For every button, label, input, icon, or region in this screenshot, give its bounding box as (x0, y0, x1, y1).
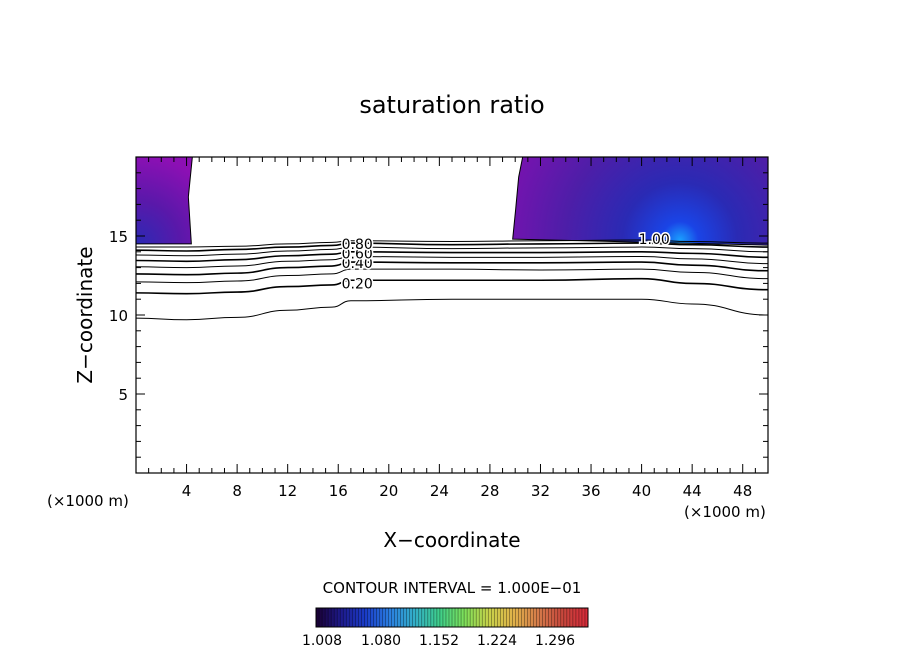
chart-title: saturation ratio (359, 91, 544, 119)
y-axis-label: Z−coordinate (73, 246, 97, 383)
contour-labels: 0.20 0.400.600.80 1.00 (340, 231, 671, 294)
colorbar-tick-label: 1.080 (361, 633, 401, 649)
contour-interval-text: CONTOUR INTERVAL = 1.000E−01 (323, 579, 582, 597)
y-tick-label: 15 (109, 228, 128, 246)
y-tick-label: 10 (109, 307, 128, 325)
colorbar-tick-label: 1.152 (419, 633, 459, 649)
x-tick-label: 8 (232, 482, 242, 500)
x-tick-label: 40 (632, 482, 651, 500)
x-tick-label: 20 (379, 482, 398, 500)
contour-line (136, 256, 768, 269)
contour-lines (136, 239, 768, 321)
shaded-region-left (136, 157, 193, 245)
shaded-region-right (512, 157, 768, 246)
x-unit-label: (×1000 m) (684, 503, 766, 521)
colorbar-tick-label: 1.296 (535, 633, 575, 649)
x-axis-label: X−coordinate (383, 528, 520, 552)
contour-line (136, 298, 768, 321)
contour-label: 1.00 (639, 232, 670, 248)
contour-label: 0.60 (342, 246, 373, 262)
z-unit-label: (×1000 m) (47, 492, 129, 510)
y-tick-label: 5 (118, 386, 128, 404)
x-tick-label: 28 (480, 482, 499, 500)
x-tick-label: 16 (329, 482, 348, 500)
x-tick-label: 48 (733, 482, 752, 500)
colorbar: 1.008 1.080 1.152 1.224 1.296 (302, 607, 589, 649)
contour-line (136, 261, 768, 276)
x-tick-label: 44 (683, 482, 702, 500)
contour-line (136, 242, 768, 252)
x-tick-label: 32 (531, 482, 550, 500)
x-tick-label: 24 (430, 482, 449, 500)
colorbar-tick-label: 1.008 (302, 633, 342, 649)
shaded-regions (136, 157, 768, 246)
contour-line (136, 250, 768, 263)
x-tick-label: 4 (182, 482, 192, 500)
contour-label: 0.80 (342, 237, 373, 253)
contour-label: 0.40 (342, 256, 373, 272)
x-tick-label: 12 (278, 482, 297, 500)
x-tick-label: 36 (581, 482, 600, 500)
contour-line (136, 277, 768, 295)
contour-line (136, 246, 768, 257)
contour-line (136, 268, 768, 284)
colorbar-tick-label: 1.224 (477, 633, 517, 649)
contour-line (136, 239, 768, 248)
contour-label: 0.20 (342, 276, 373, 292)
